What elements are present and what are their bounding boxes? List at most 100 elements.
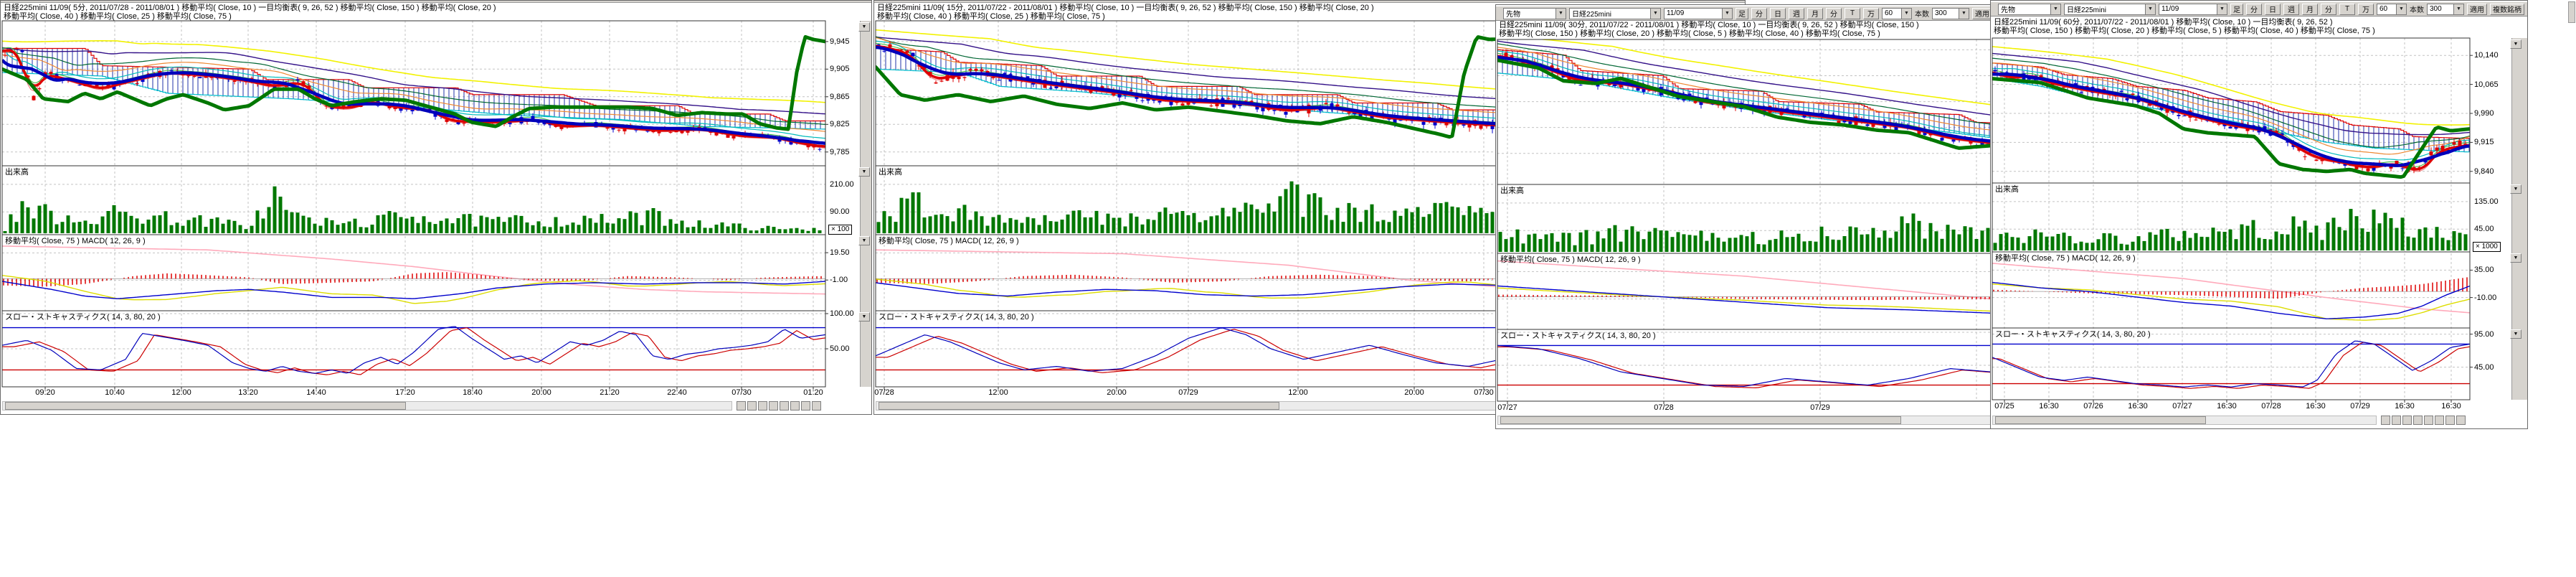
stoch-section-label: スロー・ストキャスティクス( 14, 3, 80, 20 ): [1995, 330, 2151, 339]
price-axis-label: 10,140: [2474, 52, 2499, 60]
x-axis-label: 07/25: [1994, 403, 2014, 411]
macd-section-label: 移動平均( Close, 75 ) MACD( 12, 26, 9 ): [5, 237, 146, 245]
chart-window-60min: 先物▼日経225mini▼11/09▼足分日週月分T万60▼本数300▼適用複数…: [1990, 0, 2528, 429]
x-axis-label: 07/27: [2172, 403, 2192, 411]
chart-nav-button[interactable]: [812, 401, 821, 411]
x-axis-label: 07/27: [1497, 404, 1517, 412]
scrollbar-thumb[interactable]: [1995, 416, 2206, 424]
x-axis-label: 01:20: [803, 389, 823, 397]
price-axis-label: 9,990: [2474, 110, 2494, 118]
volume-unit-box: × 1000: [2473, 242, 2501, 252]
x-axis-label: 12:00: [1288, 389, 1308, 397]
x-axis-label: 14:40: [306, 389, 326, 397]
stoch-section-label: スロー・ストキャスティクス( 14, 3, 80, 20 ): [1500, 332, 1656, 340]
chart-nav-button[interactable]: [758, 401, 767, 411]
section-dropdown-button[interactable]: ▼: [2510, 39, 2521, 49]
x-axis-label: 13:20: [238, 389, 258, 397]
chart-nav-button[interactable]: [769, 401, 778, 411]
volume-axis-label: 90.00: [830, 208, 850, 216]
chart-nav-button[interactable]: [790, 401, 800, 411]
x-axis-label: 16:30: [2217, 403, 2237, 411]
x-axis-label: 09:20: [35, 389, 55, 397]
x-axis-label: 20:00: [1107, 389, 1127, 397]
x-axis-label: 07/30: [1474, 389, 1494, 397]
stoch-axis-label: 50.00: [830, 345, 850, 353]
volume-axis-label: 45.00: [2474, 225, 2494, 233]
volume-axis-label: 210.00: [830, 181, 854, 189]
x-axis-label: 07/28: [2261, 403, 2281, 411]
x-axis-label: 07/28: [874, 389, 894, 397]
chart-plot-60min[interactable]: [1991, 1, 2529, 430]
macd-section-label: 移動平均( Close, 75 ) MACD( 12, 26, 9 ): [879, 237, 1019, 245]
x-axis-label: 16:30: [2306, 403, 2326, 411]
price-axis-label: 9,785: [830, 149, 850, 156]
chart-nav-button[interactable]: [780, 401, 789, 411]
app-scrollbar-fragment[interactable]: [2568, 1, 2575, 23]
price-axis-label: 10,065: [2474, 81, 2499, 89]
x-axis-label: 07/26: [2083, 403, 2103, 411]
application-canvas: 日経225mini 11/09( 5分, 2011/07/28 - 2011/0…: [0, 0, 2576, 577]
scrollbar-thumb[interactable]: [5, 402, 406, 410]
section-dropdown-button[interactable]: ▼: [858, 312, 870, 322]
price-axis-label: 9,905: [830, 65, 850, 73]
volume-section-label: 出来高: [5, 168, 29, 177]
x-axis-label: 17:20: [395, 389, 415, 397]
scrollbar-thumb[interactable]: [879, 402, 1279, 410]
vertical-scrollbar[interactable]: [2511, 38, 2527, 400]
x-axis-label: 18:40: [463, 389, 483, 397]
x-axis-label: 22:40: [667, 389, 687, 397]
x-axis-label: 12:00: [988, 389, 1008, 397]
macd-axis-label: 35.00: [2474, 266, 2494, 274]
section-dropdown-button[interactable]: ▼: [858, 167, 870, 177]
x-axis-label: 16:30: [2039, 403, 2059, 411]
x-axis-label: 07/29: [2350, 403, 2370, 411]
x-axis-label: 10:40: [105, 389, 125, 397]
macd-axis-label: -10.00: [2474, 294, 2496, 302]
volume-section-label: 出来高: [879, 168, 902, 177]
chart-nav-button[interactable]: [2445, 416, 2455, 425]
macd-section-label: 移動平均( Close, 75 ) MACD( 12, 26, 9 ): [1995, 254, 2136, 263]
chart-nav-button[interactable]: [2381, 416, 2390, 425]
x-axis-label: 12:00: [171, 389, 191, 397]
stoch-axis-label: 100.00: [830, 310, 854, 318]
section-dropdown-button[interactable]: ▼: [858, 236, 870, 245]
chart-nav-button[interactable]: [2424, 416, 2433, 425]
chart-window-5min: 日経225mini 11/09( 5分, 2011/07/28 - 2011/0…: [0, 0, 872, 415]
price-axis-label: 9,915: [2474, 139, 2494, 146]
section-dropdown-button[interactable]: ▼: [2510, 253, 2521, 263]
vertical-scrollbar[interactable]: [860, 21, 871, 387]
volume-axis-label: 135.00: [2474, 198, 2499, 206]
chart-nav-button[interactable]: [801, 401, 810, 411]
scrollbar-thumb[interactable]: [1500, 416, 1901, 424]
x-axis-label: 16:30: [2128, 403, 2148, 411]
x-axis-label: 07/28: [1654, 404, 1674, 412]
section-dropdown-button[interactable]: ▼: [2510, 329, 2521, 339]
chart-nav-button[interactable]: [2456, 416, 2466, 425]
price-axis-label: 9,825: [830, 121, 850, 128]
x-axis-label: 20:00: [1404, 389, 1424, 397]
chart-plot-5min[interactable]: [1, 1, 873, 416]
section-dropdown-button[interactable]: ▼: [2510, 184, 2521, 194]
chart-nav-button[interactable]: [747, 401, 757, 411]
chart-nav-button[interactable]: [2413, 416, 2423, 425]
x-axis-label: 20:00: [531, 389, 551, 397]
price-axis-label: 9,865: [830, 93, 850, 101]
x-axis-label: 07/30: [731, 389, 752, 397]
x-axis-label: 16:30: [2395, 403, 2415, 411]
chart-nav-button[interactable]: [2392, 416, 2401, 425]
stoch-axis-label: 45.00: [2474, 364, 2494, 372]
x-axis-label: 16:30: [2441, 403, 2461, 411]
section-dropdown-button[interactable]: ▼: [858, 22, 870, 32]
x-axis-label: 07/29: [1178, 389, 1198, 397]
price-axis-label: 9,840: [2474, 168, 2494, 176]
volume-unit-box: × 100: [828, 225, 852, 235]
chart-nav-button[interactable]: [2435, 416, 2444, 425]
macd-axis-label: 19.50: [830, 249, 850, 257]
chart-nav-button[interactable]: [2402, 416, 2412, 425]
stoch-section-label: スロー・ストキャスティクス( 14, 3, 80, 20 ): [879, 313, 1034, 322]
volume-section-label: 出来高: [1995, 185, 2019, 194]
x-axis-label: 21:20: [600, 389, 620, 397]
stoch-section-label: スロー・ストキャスティクス( 14, 3, 80, 20 ): [5, 313, 161, 322]
chart-nav-button[interactable]: [737, 401, 746, 411]
volume-section-label: 出来高: [1500, 187, 1524, 195]
